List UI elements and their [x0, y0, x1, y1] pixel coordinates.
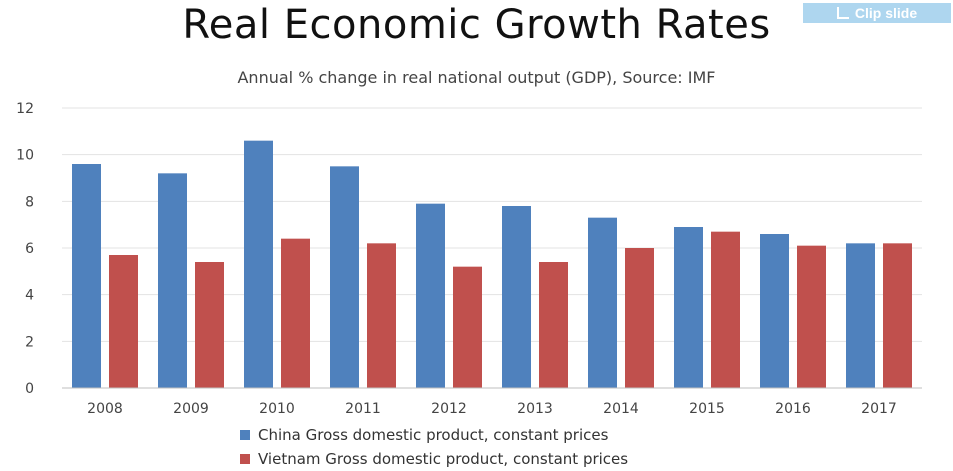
y-tick-label: 4 [25, 288, 34, 304]
slide-title: Real Economic Growth Rates [182, 2, 771, 48]
y-tick-label: 6 [25, 241, 34, 257]
x-tick-label: 2008 [87, 401, 123, 417]
legend-label-vietnam: Vietnam Gross domestic product, constant… [258, 450, 629, 468]
x-tick-label: 2016 [775, 401, 811, 417]
x-tick-label: 2017 [861, 401, 897, 417]
bar-china-2013 [502, 206, 531, 388]
clip-icon [836, 7, 849, 19]
y-tick-label: 2 [25, 334, 34, 350]
y-tick-label: 12 [16, 101, 34, 117]
bar-china-2015 [674, 227, 703, 388]
bar-vietnam-2013 [539, 262, 568, 388]
bar-china-2008 [72, 164, 101, 388]
bar-vietnam-2011 [367, 243, 396, 388]
bar-china-2017 [846, 243, 875, 388]
x-tick-label: 2012 [431, 401, 467, 417]
legend-swatch-china [240, 430, 250, 440]
bar-vietnam-2010 [281, 238, 310, 388]
x-tick-label: 2011 [345, 401, 381, 417]
chart-title: Annual % change in real national output … [237, 68, 716, 87]
bar-china-2016 [760, 234, 789, 388]
bar-vietnam-2008 [109, 255, 138, 388]
bar-china-2010 [244, 140, 273, 388]
legend-label-china: China Gross domestic product, constant p… [258, 426, 609, 444]
y-axis-ticks: 0 2 4 6 8 10 12 [16, 101, 34, 397]
y-tick-label: 10 [16, 148, 34, 164]
x-tick-label: 2010 [259, 401, 295, 417]
y-tick-label: 0 [25, 381, 34, 397]
x-tick-label: 2013 [517, 401, 553, 417]
bar-vietnam-2014 [625, 248, 654, 388]
clip-slide-label: Clip slide [854, 5, 918, 21]
bar-vietnam-2009 [195, 262, 224, 388]
bar-vietnam-2015 [711, 231, 740, 388]
legend-swatch-vietnam [240, 454, 250, 464]
grid-lines [62, 107, 922, 342]
x-tick-label: 2009 [173, 401, 209, 417]
bar-china-2009 [158, 173, 187, 388]
y-tick-label: 8 [25, 194, 34, 210]
legend-item-china: China Gross domestic product, constant p… [240, 426, 608, 444]
clip-slide-button[interactable]: Clip slide [803, 3, 951, 23]
legend-item-vietnam: Vietnam Gross domestic product, constant… [240, 450, 628, 468]
x-tick-label: 2014 [603, 401, 639, 417]
x-tick-label: 2015 [689, 401, 725, 417]
bars [72, 140, 912, 388]
x-axis-ticks: 2008 2009 2010 2011 2012 2013 2014 2015 2016 2017 [87, 401, 897, 417]
bar-china-2011 [330, 166, 359, 388]
bar-vietnam-2017 [883, 243, 912, 388]
bar-china-2014 [588, 217, 617, 388]
bar-vietnam-2012 [453, 266, 482, 388]
bar-china-2012 [416, 203, 445, 388]
bar-vietnam-2016 [797, 245, 826, 388]
